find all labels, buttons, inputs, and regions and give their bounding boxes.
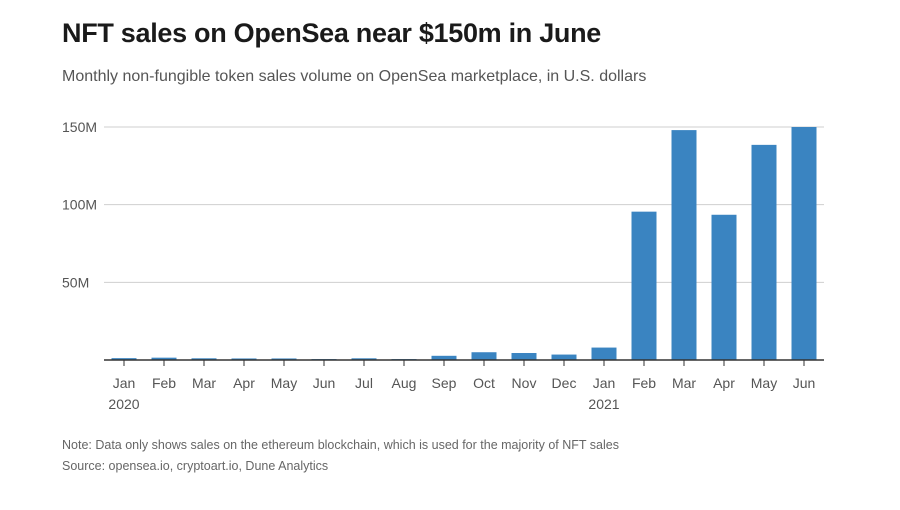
x-tick-label: Apr	[233, 375, 255, 391]
x-tick-label: Jan	[113, 375, 136, 391]
bar	[591, 347, 617, 360]
x-tick-label: Jun	[313, 375, 336, 391]
x-tick-label: Feb	[632, 375, 656, 391]
bar	[791, 127, 817, 360]
bar	[351, 358, 377, 360]
x-tick-label: Dec	[552, 375, 577, 391]
chart-source: Source: opensea.io, cryptoart.io, Dune A…	[62, 459, 329, 473]
x-tick-label: Sep	[432, 375, 457, 391]
x-tick-label: Aug	[392, 375, 417, 391]
x-tick-label: Nov	[512, 375, 537, 391]
x-tick-label: Apr	[713, 375, 735, 391]
bar	[631, 211, 657, 360]
x-tick-label: Oct	[473, 375, 495, 391]
x-tick-label: Jul	[355, 375, 373, 391]
x-tick-label: May	[751, 375, 777, 391]
y-tick-label: 100M	[62, 197, 97, 213]
bar	[231, 358, 257, 360]
x-tick-label: Jun	[793, 375, 816, 391]
x-tick-label: Jan	[593, 375, 616, 391]
bar	[711, 214, 737, 360]
bar	[511, 353, 537, 360]
bar	[431, 355, 457, 360]
chart-title: NFT sales on OpenSea near $150m in June	[62, 18, 602, 48]
bar	[671, 130, 697, 360]
x-tick-label: May	[271, 375, 297, 391]
x-year-label: 2020	[108, 396, 139, 412]
chart-subtitle: Monthly non-fungible token sales volume …	[62, 68, 647, 85]
bar	[471, 352, 497, 360]
y-tick-label: 150M	[62, 119, 97, 135]
bar	[271, 358, 297, 360]
bar	[751, 144, 777, 360]
x-tick-label: Mar	[672, 375, 696, 391]
y-tick-label: 50M	[62, 274, 89, 290]
bar	[551, 354, 577, 360]
bar	[151, 357, 177, 360]
bar-chart: 50M 100M 150M Jan 2020 Feb Mar Apr May Jun Jul Aug S…	[62, 119, 824, 412]
chart-note: Note: Data only shows sales on the ether…	[62, 438, 619, 452]
bar	[111, 358, 137, 360]
x-tick-label: Mar	[192, 375, 216, 391]
x-year-label: 2021	[588, 396, 619, 412]
bar	[191, 358, 217, 360]
x-tick-label: Feb	[152, 375, 176, 391]
